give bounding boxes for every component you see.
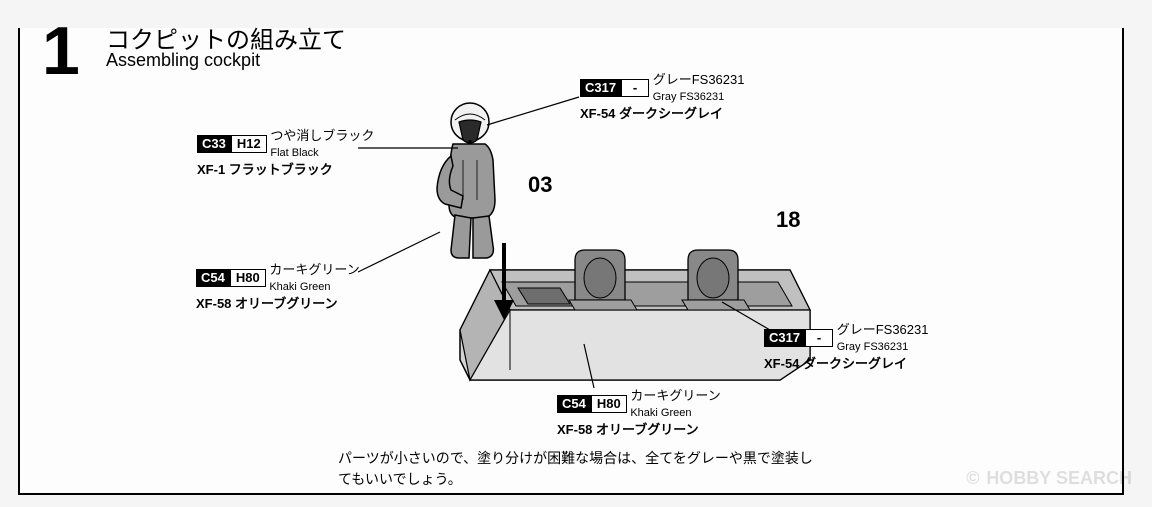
c54b-xf: XF-58 オリーブグリーン [557,422,721,438]
c317a-jp: グレーFS36231 [653,72,745,87]
code-c54a: C54 [196,269,230,287]
note-line1: パーツが小さいので、塗り分けが困難な場合は、全てをグレーや黒で塗装し [338,450,813,466]
watermark: © HOBBY SEARCH [966,468,1132,489]
callout-c54b: C54H80 カーキグリーン Khaki Green XF-58 オリーブグリー… [557,388,721,438]
leader-c54a [358,230,448,280]
code-c317a-2: - [621,79,649,97]
note-line2: てもいいでしょう。 [338,471,462,487]
leader-c54b [580,342,610,392]
assembly-arrow [484,238,524,328]
c54a-jp: カーキグリーン [269,262,359,277]
code-h80b: H80 [591,395,627,413]
code-h12: H12 [231,135,267,153]
note-text: パーツが小さいので、塗り分けが困難な場合は、全てをグレーや黒で塗装し てもいいで… [338,448,813,490]
step-title-en: Assembling cockpit [106,50,260,71]
c54a-xf: XF-58 オリーブグリーン [196,296,360,312]
c317a-xf: XF-54 ダークシーグレイ [580,106,744,122]
code-c33: C33 [197,135,231,153]
leader-c317a [485,95,585,135]
code-c317a: C317 [580,79,621,97]
c54a-en: Khaki Green [269,281,330,293]
c33-xf: XF-1 フラットブラック [197,162,374,178]
code-c317b-2: - [805,329,833,347]
code-c54b: C54 [557,395,591,413]
c54b-jp: カーキグリーン [630,388,720,403]
leader-c317b [720,300,780,340]
callout-c317b: C317- グレーFS36231 Gray FS36231 XF-54 ダークシ… [764,322,928,372]
c317b-xf: XF-54 ダークシーグレイ [764,356,928,372]
code-h80a: H80 [230,269,266,287]
callout-c317a: C317- グレーFS36231 Gray FS36231 XF-54 ダークシ… [580,72,744,122]
callout-c54a: C54H80 カーキグリーン Khaki Green XF-58 オリーブグリー… [196,262,360,312]
c33-en: Flat Black [270,147,318,159]
leader-c33 [358,140,468,160]
c54b-en: Khaki Green [630,407,691,419]
step-number: 1 [42,12,80,90]
part-number-18: 18 [776,207,800,233]
watermark-text: HOBBY SEARCH [986,468,1132,488]
watermark-prefix: © [966,468,980,488]
c317a-en: Gray FS36231 [653,91,725,103]
c317b-en: Gray FS36231 [837,341,909,353]
part-number-03: 03 [528,172,552,198]
c317b-jp: グレーFS36231 [837,322,929,337]
callout-c33: C33H12 つや消しブラック Flat Black XF-1 フラットブラック [197,128,374,178]
